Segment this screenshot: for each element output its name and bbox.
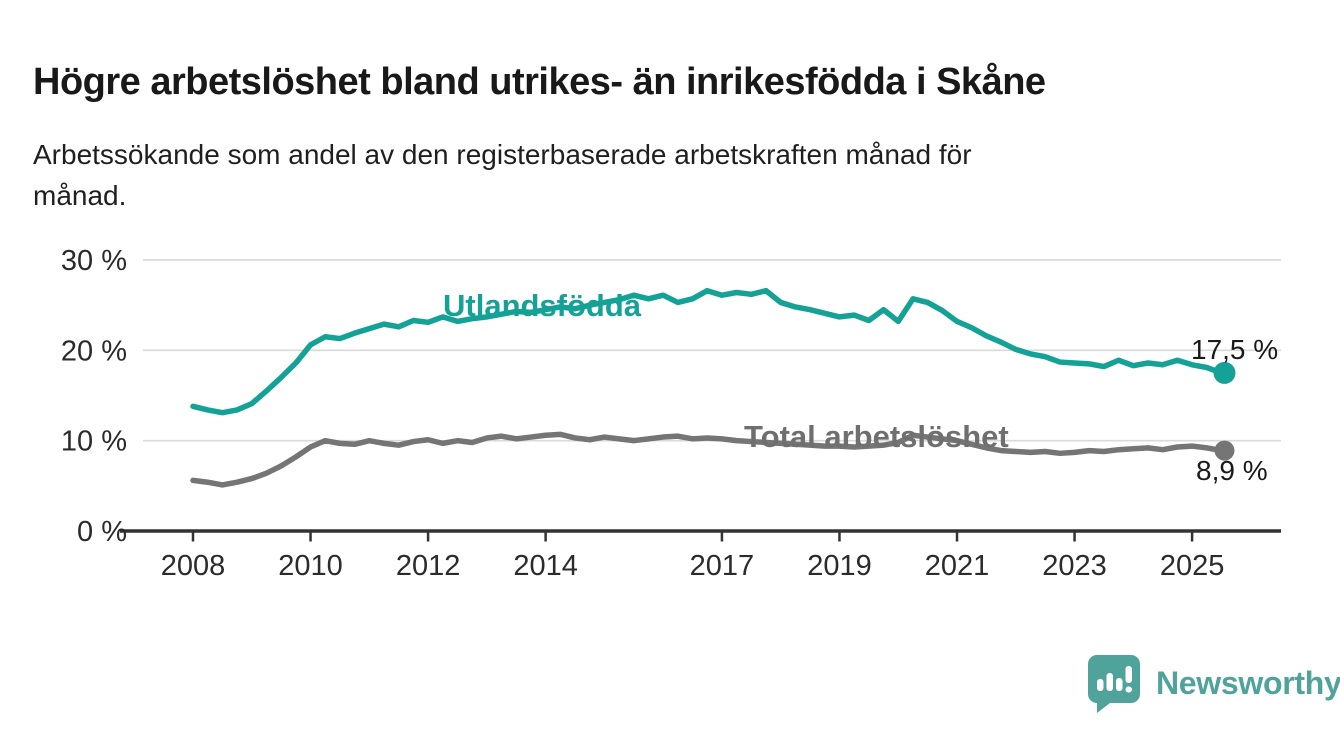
x-axis [120, 529, 1281, 542]
end-dot-utlandsfodda [1213, 361, 1236, 384]
x-axis-tick-labels: 2008 2010 2012 2014 2017 2019 2021 2023 2025 [161, 550, 1225, 582]
y-tick-label-0: 0 % [77, 516, 127, 548]
end-value-utlandsfodda: 17,5 % [1191, 334, 1279, 365]
chart-subtitle: Arbetssökande som andel av den registerb… [33, 135, 972, 216]
x-tick-label-2014: 2014 [513, 550, 578, 582]
series-line-utlandsfodda [190, 287, 1225, 416]
y-tick-label-30: 30 % [61, 245, 127, 277]
chart-subtitle-line2: månad. [33, 179, 127, 211]
x-tick-label-2023: 2023 [1042, 550, 1107, 582]
x-tick-label-2012: 2012 [396, 550, 461, 582]
x-tick-label-2017: 2017 [690, 550, 755, 582]
newsworthy-logo-text: Newsworthy [1156, 664, 1340, 701]
gridlines [143, 259, 1281, 442]
chart-subtitle-line1: Arbetssökande som andel av den registerb… [33, 139, 972, 170]
series-label-utlandsfodda: Utlandsfödda [443, 288, 642, 323]
y-tick-label-10: 10 % [61, 426, 127, 458]
x-tick-label-2025: 2025 [1160, 550, 1225, 582]
series-end-dots [1213, 361, 1236, 461]
x-tick-label-2021: 2021 [925, 550, 990, 582]
y-tick-label-20: 20 % [61, 335, 127, 367]
series-label-total-arbetsloshet: Total arbetslöshet [744, 419, 1009, 454]
end-dot-total [1214, 440, 1235, 461]
chart-title: Högre arbetslöshet bland utrikes- än inr… [33, 61, 1046, 104]
bar-chart-speech-bubble-icon [1088, 655, 1140, 713]
series-lines [190, 287, 1225, 488]
y-axis-tick-labels: 0 % 10 % 20 % 30 % [61, 245, 127, 548]
series-line-total [190, 431, 1225, 488]
x-tick-label-2019: 2019 [807, 550, 872, 582]
newsworthy-logo: Newsworthy [1087, 653, 1340, 713]
end-value-total: 8,9 % [1196, 455, 1268, 486]
x-tick-label-2010: 2010 [278, 550, 343, 582]
x-tick-label-2008: 2008 [161, 550, 226, 582]
